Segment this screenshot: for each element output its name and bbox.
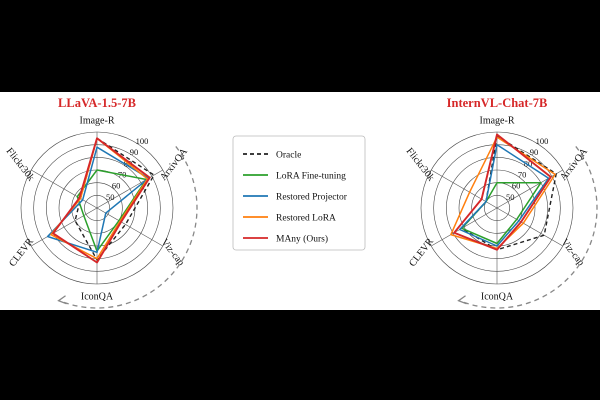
radial-tick-label: 100 [536,136,549,146]
chart-title-left: LLaVA-1.5-7B [58,96,136,110]
axis-label: ArxivQA [158,146,190,183]
legend-label-projector: Restored Projector [276,193,348,203]
figure-svg: LLaVA-1.5-7B Image-R ArxivQA Viz-cap IconQA… [4,96,598,309]
axis-label: Image-R [80,116,115,127]
radial-tick-label: 50 [106,192,115,202]
legend-label-lora: LoRA Fine-tuning [276,172,346,182]
grid-spoke [431,207,498,247]
series-restored_lora [50,137,149,260]
series-many [453,133,552,251]
axis-label: ArxivQA [558,146,590,183]
axis-label: IconQA [481,292,514,303]
legend-frame [232,135,366,251]
grid-spoke [31,207,98,247]
radial-tick-label: 60 [512,181,521,191]
grid-spoke [96,207,163,247]
axis-label: CLEVR [7,236,36,269]
order-arc-arrowhead [57,295,67,305]
radial-tick-label: 90 [130,147,139,157]
axis-label: Viz-cap [559,237,587,268]
radial-tick-label: 90 [530,147,539,157]
legend: Oracle LoRA Fine-tuning Restored Projector… [232,135,366,251]
radar-chart-left: LLaVA-1.5-7B Image-R ArxivQA Viz-cap IconQA… [4,96,198,309]
legend-label-oracle: Oracle [276,151,301,161]
order-arc-arrowhead [457,295,467,305]
radial-tick-label: 100 [136,136,149,146]
radial-tick-label: 60 [112,181,121,191]
radar-chart-right: InternVL-Chat-7B Image-R ArxivQA Viz-cap Ic… [404,96,598,309]
grid-spoke [96,169,163,209]
grid-spoke [496,207,563,247]
radial-tick-label: 70 [518,169,527,179]
chart-title-right: InternVL-Chat-7B [447,96,548,110]
radial-tick-label: 50 [506,192,515,202]
series-projector [458,143,550,247]
order-arc [59,146,198,309]
legend-label-restored_lora: Restored LoRA [276,214,336,224]
grid-spoke [496,169,563,209]
figure-panel: LLaVA-1.5-7B Image-R ArxivQA Viz-cap IconQA… [0,92,600,310]
axis-label: Image-R [480,116,515,127]
legend-label-many: MAny (Ours) [276,234,328,245]
axis-label: CLEVR [407,236,436,269]
axis-label: Flickr30k [4,146,37,183]
grid-spoke [31,169,98,209]
axis-label: Viz-cap [159,237,187,268]
axis-label: IconQA [81,292,114,303]
axis-label: Flickr30k [404,146,437,183]
radial-tick-label: 80 [524,158,533,168]
order-arc [459,146,598,309]
series-many [52,137,151,264]
